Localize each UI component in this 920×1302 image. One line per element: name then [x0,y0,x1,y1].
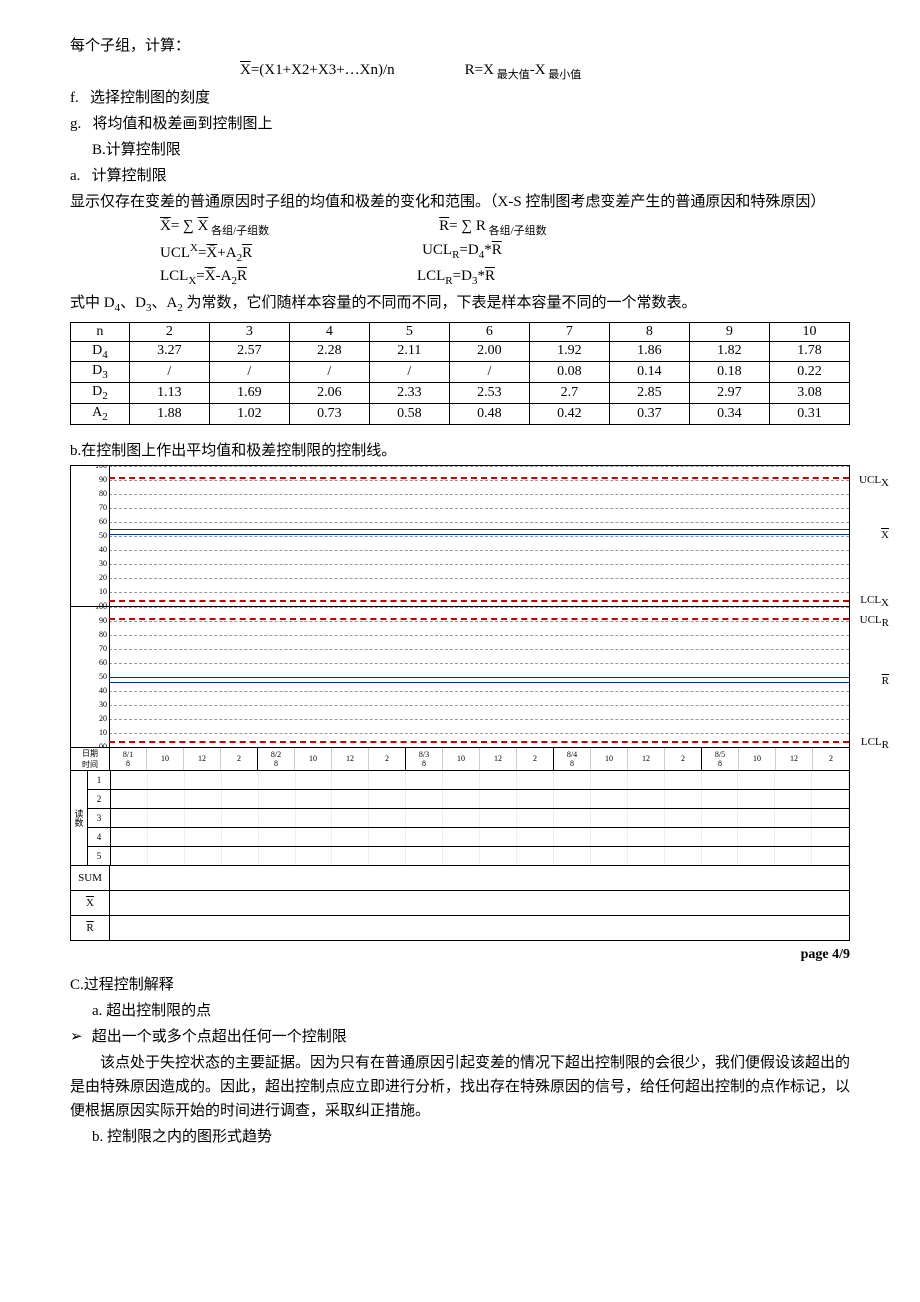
ucl-r-label: UCLR [860,614,889,629]
control-chart: 10090807060504030201000 1009080706050403… [70,465,850,941]
formula-r: R=X 最大值-X 最小值 [465,62,582,82]
line-intro: 每个子组，计算： [70,34,850,58]
line-f: f. 选择控制图的刻度 [70,86,850,110]
sum-row: SUM [71,866,849,891]
time-axis: 日期 时间 8/18101228/28101228/38101228/48101… [71,748,849,771]
lcl-x-label: LCLX [860,594,889,609]
x-center-label: X [881,529,889,541]
xbar-row: X [71,891,849,916]
triangle-bullet-icon: ➢ [70,1025,88,1049]
lcl-r-label: LCLR [861,736,889,751]
b-text: b.在控制图上作出平均值和极差控制限的控制线。 [70,439,850,463]
C-b: b. 控制限之内的图形式趋势 [70,1125,850,1149]
ucl-x-label: UCLX [859,474,889,489]
formula-xbar: X=(X1+X2+X3+…Xn)/n [240,62,395,82]
C-bullet-line: ➢ 超出一个或多个点超出任何一个控制限 [70,1025,850,1049]
readings-table: 读数 12345 [71,771,849,866]
line-g: g. 将均值和极差画到控制图上 [70,112,850,136]
rbar-row: R [71,916,849,940]
constants-table: n2345678910D43.272.572.282.112.001.921.8… [70,322,850,425]
formula-row-1: X=(X1+X2+X3+…Xn)/n R=X 最大值-X 最小值 [70,62,850,82]
C-para: 该点处于失控状态的主要証据。因为只有在普通原因引起变差的情况下超出控制限的会很少… [70,1051,850,1123]
line-B: B.计算控制限 [70,138,850,162]
xbar-chart: 10090807060504030201000 [71,466,849,607]
eq-row-1: X̄= ∑ X 各组/子组数 R= ∑ R 各组/子组数 [70,218,850,238]
page-number: page 4/9 [70,947,850,963]
C-a: a. 超出控制限的点 [70,999,850,1023]
r-chart: 10090807060504030201000 [71,607,849,748]
r-center-label: R [882,675,889,687]
eq-row-2: UCLX=X̄+A2R UCLR=D4*R [70,242,850,264]
const-desc: 式中 D4、D3、A2 为常数，它们随样本容量的不同而不同，下表是样本容量不同的… [70,291,850,318]
line-a: a. 计算控制限 [70,164,850,188]
eq-row-3: LCLX=X̄-A2R LCLR=D3*R [70,268,850,287]
desc: 显示仅存在变差的普通原因时子组的均值和极差的变化和范围。（X-S 控制图考虑变差… [70,190,850,214]
C-title: C.过程控制解释 [70,973,850,997]
